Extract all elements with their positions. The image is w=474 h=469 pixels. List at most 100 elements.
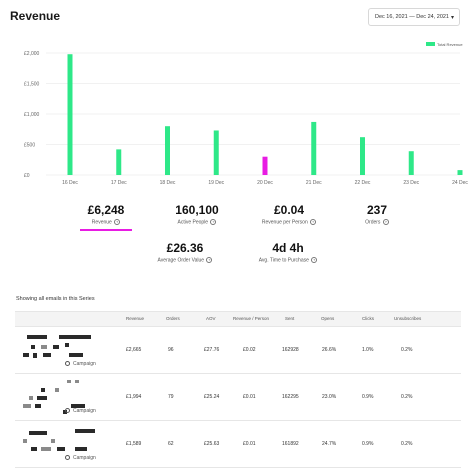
date-range-value: Dec 16, 2021 — Dec 24, 2021	[375, 14, 449, 20]
info-icon[interactable]: ?	[206, 257, 213, 263]
col-header-revenue-per-person[interactable]: Revenue / Person	[233, 316, 270, 321]
cell-opens: 24.7%	[322, 441, 337, 447]
bar-18-dec	[165, 126, 170, 175]
y-tick-label: £0	[24, 173, 30, 179]
info-icon[interactable]: ?	[310, 219, 317, 225]
table-row[interactable]: Campaign £1,589 62 £25.63 £0.01 161892 2…	[15, 421, 461, 468]
cell-sent: 162928	[282, 347, 299, 353]
cell-revenue-per-person: £0.01	[243, 394, 256, 400]
kpi-revenue: £6,248 Revenue ?	[80, 203, 132, 225]
col-header-unsubscribes[interactable]: Unsubscribes	[394, 316, 422, 321]
row-type-label: Campaign	[73, 455, 96, 461]
y-tick-label: £2,000	[24, 51, 40, 57]
col-header-revenue[interactable]: Revenue	[126, 316, 145, 321]
chevron-down-icon: ▾	[450, 15, 454, 21]
cell-clicks: 0.9%	[362, 394, 374, 400]
x-tick-label: 24 Dec	[452, 180, 468, 186]
x-tick-label: 22 Dec	[355, 180, 371, 186]
cell-sent: 162295	[282, 394, 299, 400]
cell-aov: £25.24	[204, 394, 220, 400]
page-title: Revenue	[10, 9, 61, 23]
kpi-value: £26.36	[166, 241, 204, 255]
y-tick-label: £500	[24, 143, 35, 149]
x-tick-label: 20 Dec	[257, 180, 273, 186]
date-range-picker[interactable]: Dec 16, 2021 — Dec 24, 2021 ▾	[368, 8, 460, 26]
legend-swatch	[426, 42, 435, 46]
legend-label: Total Revenue	[437, 42, 463, 47]
col-header-clicks[interactable]: Clicks	[362, 316, 374, 321]
email-thumbnail	[19, 425, 95, 463]
table-row[interactable]: Campaign £2,665 96 £27.76 £0.02 162928 2…	[15, 327, 461, 374]
emails-table: Revenue Orders AOV Revenue / Person Sent…	[15, 311, 461, 468]
kpi-value: 160,100	[175, 203, 219, 217]
y-tick-label: £1,000	[24, 112, 40, 118]
campaign-icon	[65, 361, 70, 366]
x-tick-label: 17 Dec	[111, 180, 127, 186]
cell-unsubscribes: 0.2%	[401, 441, 413, 447]
campaign-icon	[65, 408, 70, 413]
row-type-label: Campaign	[73, 361, 96, 367]
bar-16-dec	[67, 54, 73, 175]
kpi-orders: 237 Orders ?	[357, 203, 397, 225]
bar-22-dec	[360, 137, 365, 175]
y-tick-label: £1,500	[24, 82, 40, 88]
kpi-time-to-purchase: 4d 4h Avg. Time to Purchase ?	[255, 241, 321, 263]
col-header-opens[interactable]: Opens	[321, 316, 335, 321]
x-tick-label: 19 Dec	[208, 180, 224, 186]
kpi-label: Average Order Value	[157, 257, 205, 264]
table-row[interactable]: Campaign £1,994 79 £25.24 £0.01 162295 2…	[15, 374, 461, 421]
cell-opens: 23.0%	[322, 394, 337, 400]
col-header-aov[interactable]: AOV	[206, 316, 216, 321]
row-type-label: Campaign	[73, 408, 96, 414]
kpi-label: Avg. Time to Purchase	[258, 257, 309, 264]
kpi-label: Orders	[365, 219, 381, 226]
cell-revenue-per-person: £0.02	[243, 347, 256, 353]
cell-clicks: 1.0%	[362, 347, 374, 353]
email-thumbnail	[19, 331, 91, 369]
cell-clicks: 0.9%	[362, 441, 374, 447]
kpi-value: 237	[366, 203, 388, 217]
bar-24-dec	[457, 170, 463, 175]
section-label: Showing all emails in this Series	[16, 296, 95, 302]
revenue-chart: £2,000 £1,500 £1,000 £500 £0 16 Dec 17 Dec 18 D…	[24, 42, 468, 186]
cell-orders: 96	[168, 347, 174, 353]
info-icon[interactable]: ?	[382, 219, 389, 225]
cell-revenue: £2,665	[126, 347, 142, 353]
kpi-average-order-value: £26.36 Average Order Value ?	[154, 241, 216, 263]
kpi-active-people: 160,100 Active People ?	[167, 203, 227, 225]
kpi-selected-indicator	[80, 229, 132, 231]
kpi-value: £6,248	[87, 203, 125, 217]
campaign-icon	[65, 455, 70, 460]
bar-19-dec	[213, 130, 219, 175]
cell-unsubscribes: 0.2%	[401, 347, 413, 353]
cell-aov: £25.63	[204, 441, 220, 447]
cell-aov: £27.76	[204, 347, 220, 353]
kpi-value: £0.04	[273, 203, 305, 217]
x-tick-label: 21 Dec	[306, 180, 322, 186]
x-tick-label: 16 Dec	[62, 180, 78, 186]
col-header-orders[interactable]: Orders	[166, 316, 180, 321]
col-header-sent[interactable]: Sent	[285, 316, 295, 321]
info-icon[interactable]: ?	[210, 219, 217, 225]
info-icon[interactable]: ?	[114, 219, 121, 225]
x-tick-label: 23 Dec	[403, 180, 419, 186]
table-header: Revenue Orders AOV Revenue / Person Sent…	[15, 311, 461, 327]
cell-unsubscribes: 0.2%	[401, 394, 413, 400]
kpi-value: 4d 4h	[272, 241, 304, 255]
kpi-revenue-per-person: £0.04 Revenue per Person ?	[258, 203, 320, 225]
bar-17-dec	[116, 149, 122, 175]
cell-orders: 62	[168, 441, 174, 447]
cell-sent: 161892	[282, 441, 299, 447]
info-icon[interactable]: ?	[311, 257, 318, 263]
x-tick-label: 18 Dec	[160, 180, 176, 186]
kpi-label: Revenue per Person	[261, 219, 308, 226]
bar-20-dec	[262, 156, 268, 175]
bar-21-dec	[311, 121, 317, 175]
cell-revenue-per-person: £0.01	[243, 441, 256, 447]
kpi-label: Revenue	[91, 219, 112, 226]
cell-revenue: £1,589	[126, 441, 142, 447]
kpi-label: Active People	[177, 219, 209, 226]
bar-23-dec	[408, 151, 414, 175]
cell-opens: 26.6%	[322, 347, 337, 353]
cell-orders: 79	[168, 394, 174, 400]
